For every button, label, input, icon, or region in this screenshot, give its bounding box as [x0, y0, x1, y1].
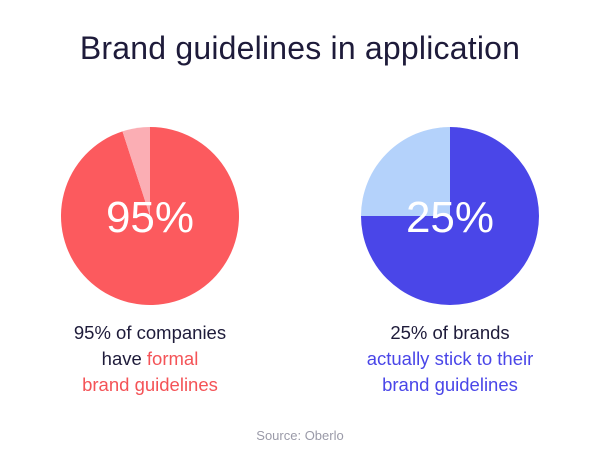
- caption-companies-line2: have formal: [20, 346, 280, 372]
- caption-companies: 95% of companies have formal brand guide…: [20, 320, 280, 398]
- chart-title: Brand guidelines in application: [79, 30, 521, 66]
- caption-brands-line3: brand guidelines: [382, 374, 518, 395]
- source-note: Source: Oberlo: [256, 428, 344, 443]
- pie-chart-brands: 25%: [360, 126, 540, 306]
- caption-brands-line1: 25% of brands: [390, 322, 510, 343]
- pie-chart-companies: 95%: [60, 126, 240, 306]
- pie-slice-brands-1: [361, 127, 450, 216]
- caption-companies-line3: brand guidelines: [82, 374, 218, 395]
- caption-brands: 25% of brands actually stick to their br…: [320, 320, 580, 398]
- pie-slices-companies: [60, 127, 239, 305]
- caption-brands-line2: actually stick to their: [366, 348, 534, 369]
- pie-slice-companies-1: [122, 127, 150, 216]
- caption-companies-line1: 95% of companies: [73, 322, 227, 343]
- caption-companies-highlight-formal: formal: [146, 348, 199, 369]
- pie-slices-brands: [361, 127, 539, 305]
- caption-companies-plain: have: [101, 348, 147, 369]
- pie-center-label-brands: 25%: [406, 193, 494, 242]
- pie-center-label-companies: 95%: [106, 193, 194, 242]
